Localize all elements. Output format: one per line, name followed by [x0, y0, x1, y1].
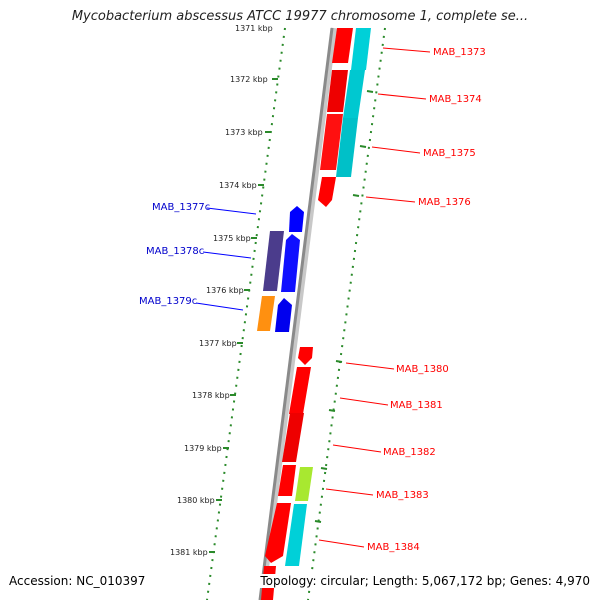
outer-ruler-line — [307, 27, 386, 600]
reverse-gene-label[interactable]: MAB_1377c — [152, 202, 210, 213]
accession-text: Accession: NC_010397 — [9, 574, 146, 588]
forward-gene-label[interactable]: MAB_1374 — [429, 94, 482, 105]
reverse-gene-arrow — [289, 206, 304, 232]
forward-gene-block — [282, 413, 304, 462]
topology-summary-text: Topology: circular; Length: 5,067,172 bp… — [258, 574, 590, 588]
forward-gene-arrow — [298, 347, 313, 365]
purple-feature-block — [263, 231, 284, 291]
orange-feature-block — [257, 296, 275, 331]
inner-ruler-line — [206, 27, 286, 600]
kbp-label: 1379 kbp — [184, 444, 222, 453]
kbp-label: 1372 kbp — [230, 75, 268, 84]
forward-gene-label[interactable]: MAB_1376 — [418, 197, 471, 208]
cyan-feature-block — [351, 28, 371, 70]
kbp-label: 1374 kbp — [219, 181, 257, 190]
kbp-label: 1375 kbp — [213, 234, 251, 243]
forward-leader-lines — [318, 47, 431, 548]
forward-gene-block — [327, 70, 348, 112]
forward-gene-block — [289, 367, 311, 414]
reverse-gene-label[interactable]: MAB_1379c — [139, 296, 197, 307]
forward-gene-label[interactable]: MAB_1380 — [396, 364, 449, 375]
kbp-label: 1380 kbp — [177, 496, 215, 505]
kbp-label: 1376 kbp — [206, 286, 244, 295]
forward-gene-label[interactable]: MAB_1381 — [390, 400, 443, 411]
cyan-feature-block — [336, 118, 358, 177]
reverse-leader-lines — [195, 207, 257, 311]
kbp-label: 1371 kbp — [235, 24, 273, 33]
lime-feature-block — [295, 467, 313, 501]
cyan-feature-block — [285, 504, 307, 566]
map-title: Mycobacterium abscessus ATCC 19977 chrom… — [71, 9, 529, 24]
outer-ruler-ticks — [314, 90, 374, 523]
reverse-gene-arrow — [275, 298, 292, 332]
kbp-label: 1378 kbp — [192, 391, 230, 400]
kbp-label: 1373 kbp — [225, 128, 263, 137]
forward-gene-arrow — [265, 503, 291, 563]
forward-gene-block — [320, 114, 343, 170]
chromosome-backbone — [258, 27, 334, 600]
reverse-gene-arrow — [281, 234, 300, 292]
forward-gene-block — [332, 28, 353, 63]
forward-gene-label[interactable]: MAB_1383 — [376, 490, 429, 501]
forward-gene-label[interactable]: MAB_1373 — [433, 47, 486, 58]
forward-gene-label[interactable]: MAB_1384 — [367, 542, 420, 553]
inner-ruler-ticks — [209, 78, 278, 553]
cyan-feature-block — [343, 70, 365, 118]
kbp-label: 1381 kbp — [170, 548, 208, 557]
reverse-gene-label[interactable]: MAB_1378c — [146, 246, 204, 257]
chromosome-backbone-shadow — [259, 27, 337, 600]
forward-gene-block — [318, 177, 336, 207]
forward-gene-label[interactable]: MAB_1382 — [383, 447, 436, 458]
kbp-label: 1377 kbp — [199, 339, 237, 348]
forward-gene-label[interactable]: MAB_1375 — [423, 148, 476, 159]
forward-gene-block — [278, 465, 296, 496]
